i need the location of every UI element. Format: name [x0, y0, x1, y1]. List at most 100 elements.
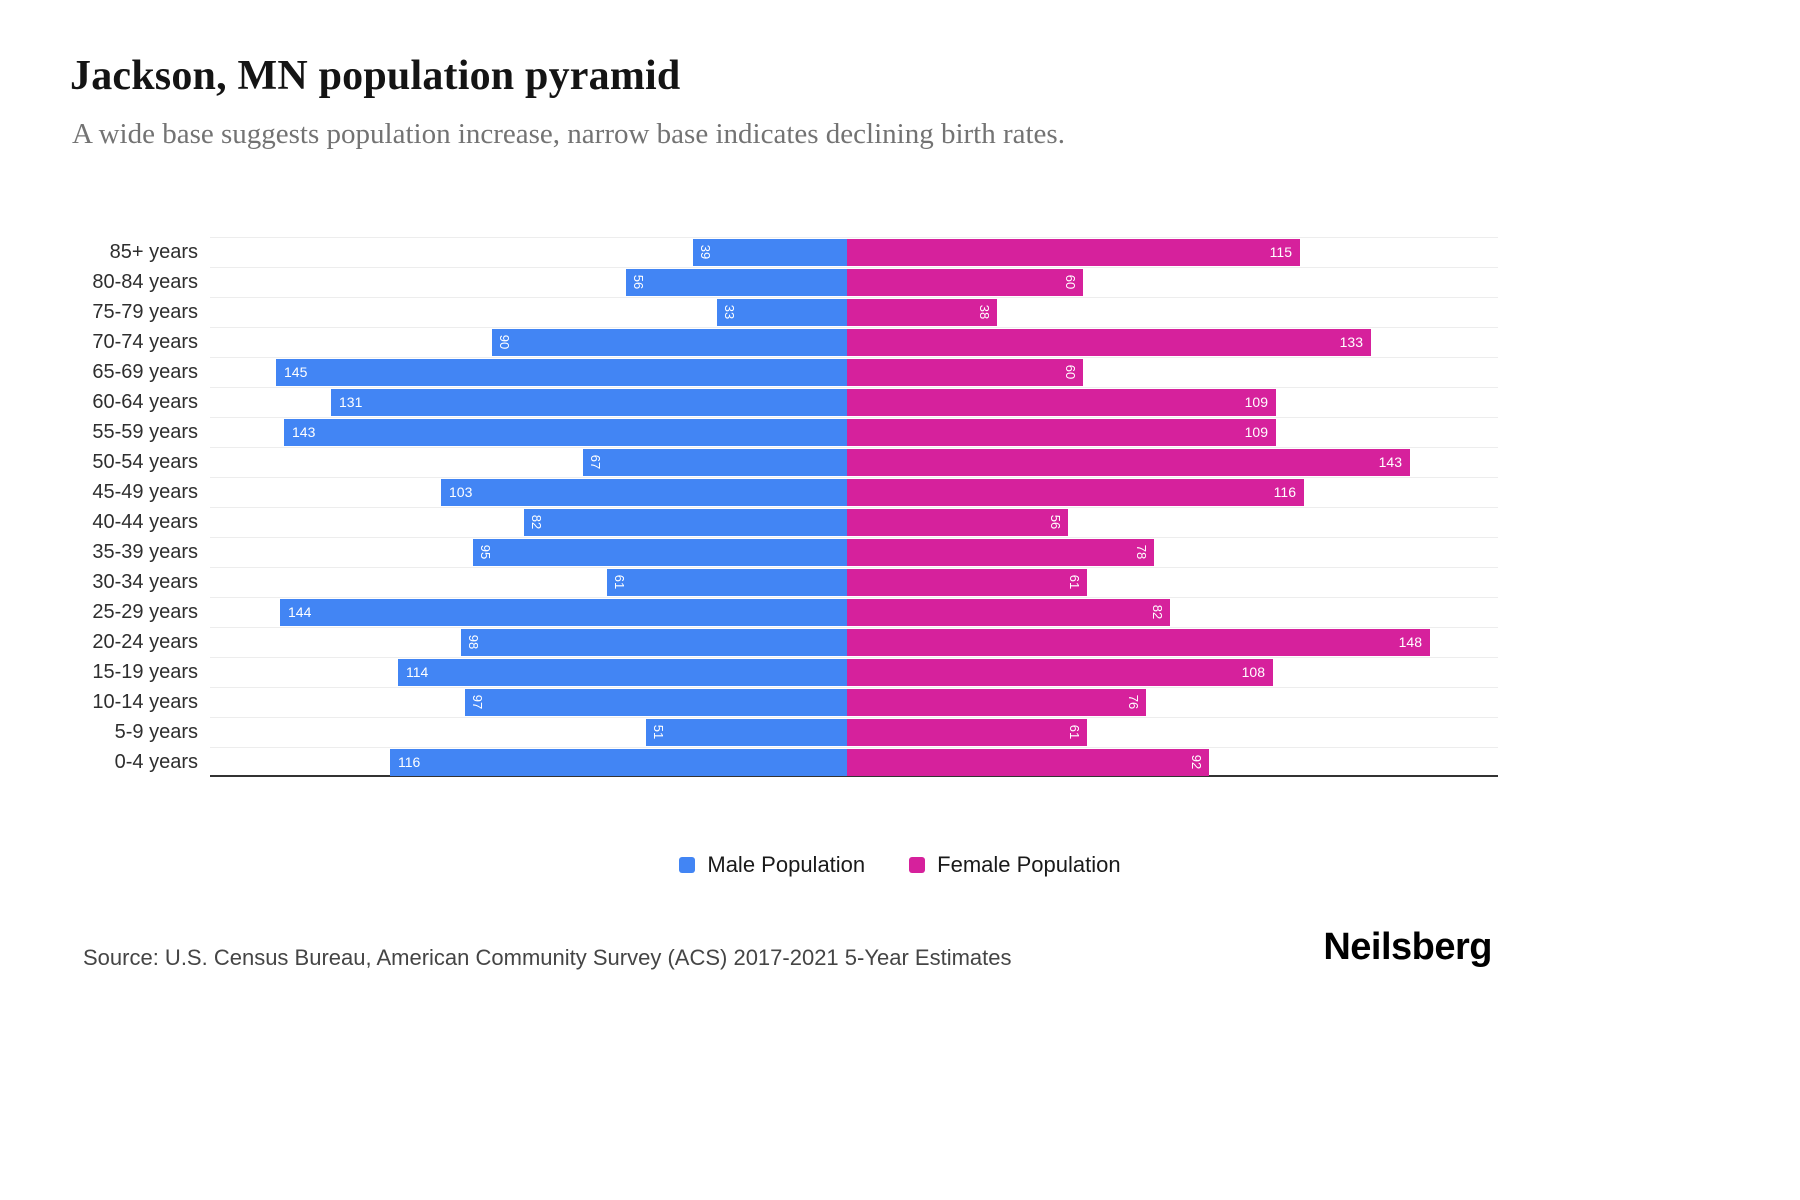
male-bar[interactable]: 56 [626, 268, 847, 296]
male-bar[interactable]: 143 [284, 418, 847, 446]
bar-value-label: 90 [497, 334, 512, 350]
female-bar[interactable]: 115 [847, 238, 1300, 266]
bar-value-label: 60 [1063, 274, 1078, 290]
age-label: 65-69 years [92, 361, 198, 383]
male-bar[interactable]: 95 [473, 538, 847, 566]
bar-value-label: 33 [722, 304, 737, 320]
bar-value-label: 108 [1241, 663, 1265, 680]
pyramid-plot-area: 39 115 56 60 33 38 90 133 145 60 131 109 143 109 67 143… [210, 237, 1498, 777]
age-label: 60-64 years [92, 391, 198, 413]
bar-value-label: 78 [1134, 544, 1149, 560]
female-bar[interactable]: 116 [847, 478, 1304, 506]
bar-value-label: 51 [651, 724, 666, 740]
male-bar[interactable]: 114 [398, 658, 847, 686]
bar-value-label: 109 [1244, 393, 1268, 410]
bar-value-label: 56 [631, 274, 646, 290]
bar-value-label: 115 [1269, 243, 1292, 260]
male-bar[interactable]: 90 [492, 328, 847, 356]
age-label: 10-14 years [92, 691, 198, 713]
male-bar[interactable]: 98 [461, 628, 847, 656]
male-bar[interactable]: 116 [390, 748, 847, 776]
chart-title: Jackson, MN population pyramid [70, 53, 681, 99]
male-bar[interactable]: 82 [524, 508, 847, 536]
female-bar[interactable]: 109 [847, 388, 1276, 416]
bar-value-label: 60 [1063, 364, 1078, 380]
female-bar[interactable]: 92 [847, 748, 1209, 776]
male-legend-swatch [679, 857, 696, 873]
bar-value-label: 98 [466, 634, 481, 650]
female-bar[interactable]: 133 [847, 328, 1371, 356]
male-bar[interactable]: 97 [465, 688, 847, 716]
female-legend-swatch [909, 857, 926, 873]
bar-value-label: 82 [529, 514, 544, 530]
bar-value-label: 56 [1048, 514, 1063, 530]
age-label: 80-84 years [92, 271, 198, 293]
chart-subtitle: A wide base suggests population increase… [72, 118, 1065, 150]
bar-value-label: 144 [288, 603, 312, 620]
bar-value-label: 61 [1067, 724, 1082, 740]
age-label: 55-59 years [92, 421, 198, 443]
age-label: 20-24 years [92, 631, 198, 653]
female-bar[interactable]: 61 [847, 718, 1087, 746]
male-bar[interactable]: 33 [717, 298, 847, 326]
bar-value-label: 76 [1126, 694, 1141, 710]
bar-value-label: 116 [398, 753, 421, 770]
age-label: 70-74 years [92, 331, 198, 353]
age-label: 25-29 years [92, 601, 198, 623]
female-bar[interactable]: 38 [847, 298, 997, 326]
bar-value-label: 114 [406, 663, 429, 680]
bar-value-label: 109 [1244, 423, 1268, 440]
legend-item-male[interactable]: Male Population [679, 852, 865, 878]
age-label: 0-4 years [114, 751, 198, 773]
female-bar[interactable]: 109 [847, 418, 1276, 446]
female-bar[interactable]: 82 [847, 598, 1170, 626]
brand-logo: Neilsberg [1323, 926, 1492, 968]
female-bar[interactable]: 60 [847, 268, 1083, 296]
female-legend-label: Female Population [937, 852, 1121, 877]
legend: Male Population Female Population [0, 852, 1800, 878]
female-bar[interactable]: 56 [847, 508, 1068, 536]
population-pyramid-chart: 85+ years 80-84 years 75-79 years 70-74 yea… [70, 237, 1498, 779]
bar-value-label: 92 [1189, 754, 1204, 770]
bar-value-label: 61 [612, 574, 627, 590]
male-legend-label: Male Population [707, 852, 866, 877]
female-bar[interactable]: 61 [847, 568, 1087, 596]
bar-value-label: 131 [339, 393, 363, 410]
female-bar[interactable]: 78 [847, 538, 1154, 566]
male-bar[interactable]: 39 [693, 238, 847, 266]
source-note: Source: U.S. Census Bureau, American Com… [83, 945, 1012, 970]
bar-value-label: 39 [698, 244, 713, 260]
age-label: 75-79 years [92, 301, 198, 323]
male-bar[interactable]: 131 [331, 388, 847, 416]
bar-value-label: 148 [1398, 633, 1422, 650]
age-label: 50-54 years [92, 451, 198, 473]
female-bar[interactable]: 76 [847, 688, 1146, 716]
age-label: 40-44 years [92, 511, 198, 533]
male-bar[interactable]: 51 [646, 718, 847, 746]
male-bar[interactable]: 103 [441, 478, 847, 506]
bar-value-label: 61 [1067, 574, 1082, 590]
age-label: 85+ years [109, 241, 198, 263]
bar-value-label: 38 [977, 304, 992, 320]
male-bar[interactable]: 67 [583, 448, 847, 476]
bar-value-label: 143 [1378, 453, 1402, 470]
female-bar[interactable]: 60 [847, 358, 1083, 386]
age-label: 45-49 years [92, 481, 198, 503]
male-bar[interactable]: 144 [280, 598, 847, 626]
bar-value-label: 143 [292, 423, 316, 440]
male-bar[interactable]: 61 [607, 568, 847, 596]
age-label: 30-34 years [92, 571, 198, 593]
bar-value-label: 95 [478, 544, 493, 560]
legend-item-female[interactable]: Female Population [909, 852, 1121, 878]
age-axis-labels: 85+ years 80-84 years 75-79 years 70-74 yea… [70, 237, 210, 779]
female-bar[interactable]: 108 [847, 658, 1273, 686]
bar-value-label: 116 [1273, 483, 1296, 500]
female-bar[interactable]: 143 [847, 448, 1410, 476]
male-bar[interactable]: 145 [276, 358, 847, 386]
age-label: 15-19 years [92, 661, 198, 683]
bar-value-label: 97 [470, 694, 485, 710]
bar-value-label: 145 [284, 363, 308, 380]
bar-value-label: 67 [588, 454, 603, 470]
bar-value-label: 82 [1150, 604, 1165, 620]
female-bar[interactable]: 148 [847, 628, 1430, 656]
